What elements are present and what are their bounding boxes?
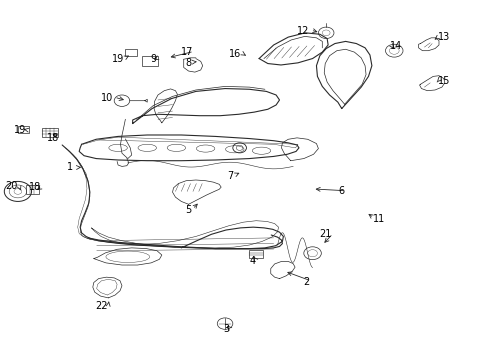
Text: 13: 13 [437, 32, 449, 42]
Text: 11: 11 [372, 213, 385, 224]
Text: 1: 1 [67, 162, 73, 172]
Text: 20: 20 [5, 181, 18, 192]
Text: 18: 18 [46, 133, 59, 143]
Text: 21: 21 [319, 229, 331, 239]
Text: 6: 6 [338, 186, 344, 197]
Text: 9: 9 [150, 54, 157, 64]
Text: 18: 18 [29, 182, 41, 192]
Text: 19: 19 [111, 54, 123, 64]
Text: 3: 3 [223, 324, 228, 334]
Text: 10: 10 [101, 93, 113, 103]
Text: 15: 15 [437, 76, 449, 86]
Text: 4: 4 [248, 256, 255, 266]
Text: 7: 7 [227, 171, 233, 181]
Text: 16: 16 [229, 49, 241, 59]
Text: 2: 2 [302, 277, 308, 287]
Text: 8: 8 [184, 58, 191, 68]
Text: 17: 17 [180, 47, 193, 57]
Text: 5: 5 [184, 205, 191, 215]
Text: 22: 22 [95, 301, 107, 311]
Text: 14: 14 [389, 41, 402, 51]
Text: 19: 19 [14, 125, 27, 135]
Text: 12: 12 [297, 26, 309, 36]
